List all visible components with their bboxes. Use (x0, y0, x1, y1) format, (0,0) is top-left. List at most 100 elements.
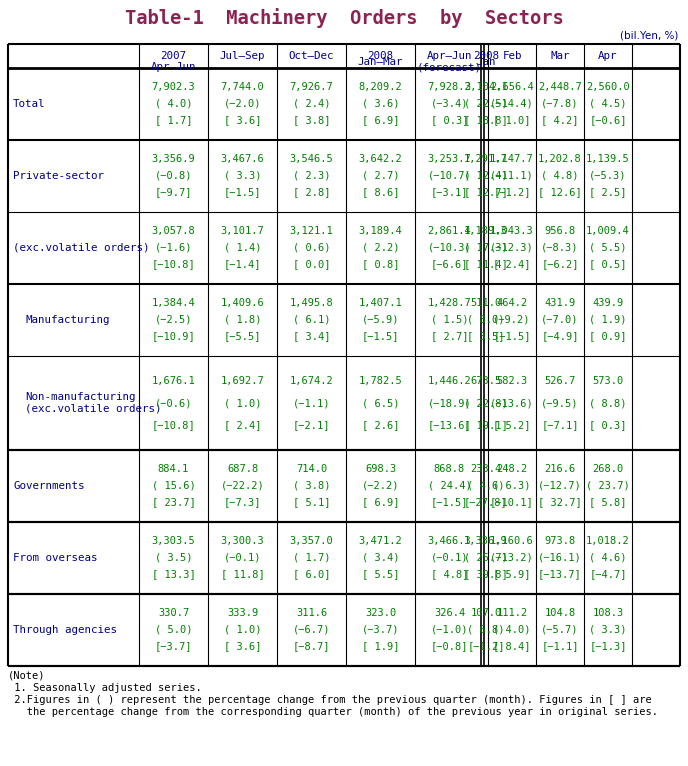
Text: ( 22.5): ( 22.5) (464, 99, 508, 109)
Text: (−12.3): (−12.3) (490, 243, 534, 253)
Text: 1,428.7: 1,428.7 (428, 299, 471, 309)
Text: [ 39.8]: [ 39.8] (464, 570, 508, 580)
Text: [ 4.2]: [ 4.2] (541, 116, 579, 126)
Text: ( 5.0): ( 5.0) (155, 625, 192, 635)
Text: (−0.1): (−0.1) (431, 553, 469, 563)
Text: (−9.5): (−9.5) (541, 398, 579, 408)
Text: [−1.4]: [−1.4] (224, 260, 261, 270)
Text: ( 15.6): ( 15.6) (151, 481, 195, 491)
Text: [−1.5]: [−1.5] (224, 188, 261, 198)
Text: [−5.5]: [−5.5] (224, 332, 261, 342)
Text: ( 1.7): ( 1.7) (293, 553, 330, 563)
Text: [ 2.6]: [ 2.6] (362, 420, 399, 430)
Text: ( 4.6): ( 4.6) (467, 481, 505, 491)
Text: [ 0.5]: [ 0.5] (589, 260, 627, 270)
Text: 582.3: 582.3 (496, 376, 528, 386)
Text: [−1.1]: [−1.1] (541, 642, 579, 652)
Text: ( 3.5): ( 3.5) (155, 553, 192, 563)
Text: 1,189.3: 1,189.3 (464, 227, 508, 237)
Text: (−22.2): (−22.2) (221, 481, 264, 491)
Text: [ 5.2]: [ 5.2] (493, 420, 530, 430)
Text: 1,009.4: 1,009.4 (586, 227, 630, 237)
Text: ( 22.8): ( 22.8) (464, 398, 508, 408)
Text: Feb: Feb (502, 51, 522, 61)
Text: (−0.6): (−0.6) (155, 398, 192, 408)
Text: 3,121.1: 3,121.1 (290, 227, 334, 237)
Text: 1,018.2: 1,018.2 (586, 536, 630, 546)
Text: (−1.0): (−1.0) (431, 625, 469, 635)
Text: [−1.3]: [−1.3] (589, 642, 627, 652)
Text: [ 2.5]: [ 2.5] (589, 188, 627, 198)
Text: ( 8.0): ( 8.0) (467, 315, 505, 325)
Text: ( 6.1): ( 6.1) (293, 315, 330, 325)
Text: [ 2.8]: [ 2.8] (293, 188, 330, 198)
Text: the percentage change from the corresponding quarter (month) of the previous yea: the percentage change from the correspon… (8, 707, 658, 717)
Text: ( 2.7): ( 2.7) (362, 171, 399, 181)
Text: [−2.1]: [−2.1] (293, 420, 330, 430)
Text: [ 5.8]: [ 5.8] (589, 498, 627, 508)
Text: ( 3.6): ( 3.6) (362, 99, 399, 109)
Text: [ 0.3]: [ 0.3] (431, 116, 469, 126)
Text: 714.0: 714.0 (296, 464, 327, 474)
Text: 1,495.8: 1,495.8 (290, 299, 334, 309)
Text: [ 6.0]: [ 6.0] (293, 570, 330, 580)
Text: 2.Figures in ( ) represent the percentage change from the previous quarter (mont: 2.Figures in ( ) represent the percentag… (8, 695, 652, 705)
Text: [−10.8]: [−10.8] (151, 420, 195, 430)
Text: ( 24.4): ( 24.4) (428, 481, 471, 491)
Text: (−10.3): (−10.3) (428, 243, 471, 253)
Text: ( 4.8): ( 4.8) (541, 171, 579, 181)
Text: ( 8.8): ( 8.8) (589, 398, 627, 408)
Text: 3,189.4: 3,189.4 (358, 227, 402, 237)
Text: [ 18.8]: [ 18.8] (464, 116, 508, 126)
Text: [ 8.4]: [ 8.4] (493, 642, 530, 652)
Text: ( 12.4): ( 12.4) (464, 171, 508, 181)
Text: Through agencies: Through agencies (13, 625, 117, 635)
Text: 3,303.5: 3,303.5 (151, 536, 195, 546)
Text: ( 17.3): ( 17.3) (464, 243, 508, 253)
Text: [ 19.1]: [ 19.1] (464, 420, 508, 430)
Text: 573.0: 573.0 (592, 376, 623, 386)
Text: [ 32.7]: [ 32.7] (538, 498, 582, 508)
Text: [ 12.6]: [ 12.6] (538, 188, 582, 198)
Text: (−13.2): (−13.2) (490, 553, 534, 563)
Text: [−6.6]: [−6.6] (431, 260, 469, 270)
Text: (−6.7): (−6.7) (293, 625, 330, 635)
Text: [−10.9]: [−10.9] (151, 332, 195, 342)
Text: 2,448.7: 2,448.7 (538, 83, 582, 93)
Text: [−10.1]: [−10.1] (490, 498, 534, 508)
Text: 698.3: 698.3 (365, 464, 396, 474)
Text: [−4.7]: [−4.7] (589, 570, 627, 580)
Text: 3,357.0: 3,357.0 (290, 536, 334, 546)
Text: (−10.7): (−10.7) (428, 171, 471, 181)
Text: From overseas: From overseas (13, 553, 98, 563)
Text: [−3.7]: [−3.7] (155, 642, 192, 652)
Text: [−13.7]: [−13.7] (538, 570, 582, 580)
Text: [ 0.3]: [ 0.3] (589, 420, 627, 430)
Text: 884.1: 884.1 (158, 464, 189, 474)
Text: (−5.9): (−5.9) (362, 315, 399, 325)
Text: (−0.1): (−0.1) (224, 553, 261, 563)
Text: 1,782.5: 1,782.5 (358, 376, 402, 386)
Text: 216.6: 216.6 (544, 464, 576, 474)
Text: (−8.3): (−8.3) (541, 243, 579, 253)
Text: ( 4.0): ( 4.0) (493, 625, 530, 635)
Text: 2008: 2008 (473, 51, 499, 61)
Text: [ 1.9]: [ 1.9] (362, 642, 399, 652)
Text: 3,471.2: 3,471.2 (358, 536, 402, 546)
Text: [ 0.8]: [ 0.8] (362, 260, 399, 270)
Text: [−1.5]: [−1.5] (362, 332, 399, 342)
Text: [ 2.7]: [ 2.7] (431, 332, 469, 342)
Text: (−2.5): (−2.5) (155, 315, 192, 325)
Text: ( 1.0): ( 1.0) (224, 625, 261, 635)
Text: Non-manufacturing
(exc.volatile orders): Non-manufacturing (exc.volatile orders) (25, 392, 162, 414)
Text: (−7.0): (−7.0) (541, 315, 579, 325)
Text: [ 6.9]: [ 6.9] (362, 116, 399, 126)
Text: [ 13.3]: [ 13.3] (151, 570, 195, 580)
Text: (−3.7): (−3.7) (362, 625, 399, 635)
Text: 3,642.2: 3,642.2 (358, 155, 402, 165)
Text: 108.3: 108.3 (592, 608, 623, 618)
Text: 431.9: 431.9 (544, 299, 576, 309)
Text: (−1.1): (−1.1) (293, 398, 330, 408)
Text: 1,336.9: 1,336.9 (464, 536, 508, 546)
Text: ( 1.4): ( 1.4) (224, 243, 261, 253)
